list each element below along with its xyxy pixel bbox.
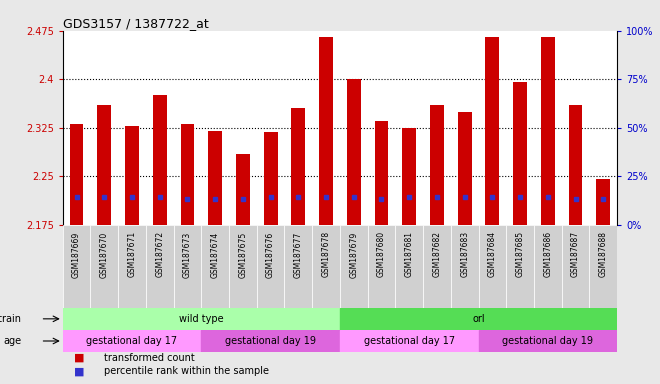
Bar [257, 225, 284, 308]
Text: GSM187676: GSM187676 [266, 231, 275, 278]
Bar [98, 105, 111, 225]
Text: age: age [3, 336, 21, 346]
Text: GSM187672: GSM187672 [155, 231, 164, 277]
Text: GSM187684: GSM187684 [488, 231, 497, 277]
Bar [63, 225, 90, 308]
Bar [340, 330, 478, 352]
Text: ■: ■ [74, 353, 84, 363]
Bar [236, 154, 249, 225]
Text: GSM187687: GSM187687 [571, 231, 580, 277]
Bar [597, 179, 610, 225]
Bar [451, 225, 478, 308]
Text: GSM187688: GSM187688 [599, 231, 608, 277]
Text: GSM187675: GSM187675 [238, 231, 248, 278]
Text: GSM187671: GSM187671 [127, 231, 137, 277]
Bar [180, 124, 194, 225]
Bar [541, 37, 554, 225]
Bar [368, 225, 395, 308]
Bar [486, 37, 500, 225]
Bar [347, 79, 360, 225]
Text: GSM187683: GSM187683 [460, 231, 469, 277]
Bar [63, 330, 201, 352]
Bar [63, 308, 340, 330]
Text: GSM187686: GSM187686 [543, 231, 552, 277]
Bar [229, 225, 257, 308]
Bar [375, 121, 388, 225]
Text: orl: orl [472, 314, 485, 324]
Bar [423, 225, 451, 308]
Bar [402, 128, 416, 225]
Bar [589, 225, 617, 308]
Text: strain: strain [0, 314, 21, 324]
Text: gestational day 19: gestational day 19 [225, 336, 316, 346]
Bar [430, 105, 444, 225]
Bar [513, 83, 527, 225]
Bar [568, 105, 582, 225]
Text: GSM187679: GSM187679 [349, 231, 358, 278]
Text: GSM187674: GSM187674 [211, 231, 220, 278]
Bar [263, 132, 277, 225]
Bar [340, 225, 368, 308]
Bar [201, 330, 340, 352]
Text: wild type: wild type [179, 314, 224, 324]
Bar [312, 225, 340, 308]
Bar [209, 131, 222, 225]
Text: ■: ■ [74, 366, 84, 376]
Text: gestational day 17: gestational day 17 [364, 336, 455, 346]
Bar [152, 95, 166, 225]
Bar [319, 37, 333, 225]
Bar [478, 225, 506, 308]
Bar [90, 225, 118, 308]
Bar [174, 225, 201, 308]
Bar [395, 225, 423, 308]
Text: GSM187673: GSM187673 [183, 231, 192, 278]
Text: GSM187677: GSM187677 [294, 231, 303, 278]
Text: percentile rank within the sample: percentile rank within the sample [104, 366, 269, 376]
Bar [146, 225, 174, 308]
Text: GSM187669: GSM187669 [72, 231, 81, 278]
Text: GSM187680: GSM187680 [377, 231, 386, 277]
Bar [458, 111, 471, 225]
Bar [70, 124, 83, 225]
Bar [340, 308, 617, 330]
Bar [506, 225, 534, 308]
Bar [201, 225, 229, 308]
Bar [284, 225, 312, 308]
Bar [562, 225, 589, 308]
Text: GSM187685: GSM187685 [515, 231, 525, 277]
Text: GSM187678: GSM187678 [321, 231, 331, 277]
Text: transformed count: transformed count [104, 353, 195, 363]
Bar [534, 225, 562, 308]
Text: GSM187670: GSM187670 [100, 231, 109, 278]
Bar [118, 225, 146, 308]
Bar [125, 126, 139, 225]
Text: GSM187682: GSM187682 [432, 231, 442, 277]
Text: gestational day 17: gestational day 17 [86, 336, 178, 346]
Text: GSM187681: GSM187681 [405, 231, 414, 277]
Bar [478, 330, 617, 352]
Bar [292, 108, 305, 225]
Text: GDS3157 / 1387722_at: GDS3157 / 1387722_at [63, 17, 209, 30]
Text: gestational day 19: gestational day 19 [502, 336, 593, 346]
